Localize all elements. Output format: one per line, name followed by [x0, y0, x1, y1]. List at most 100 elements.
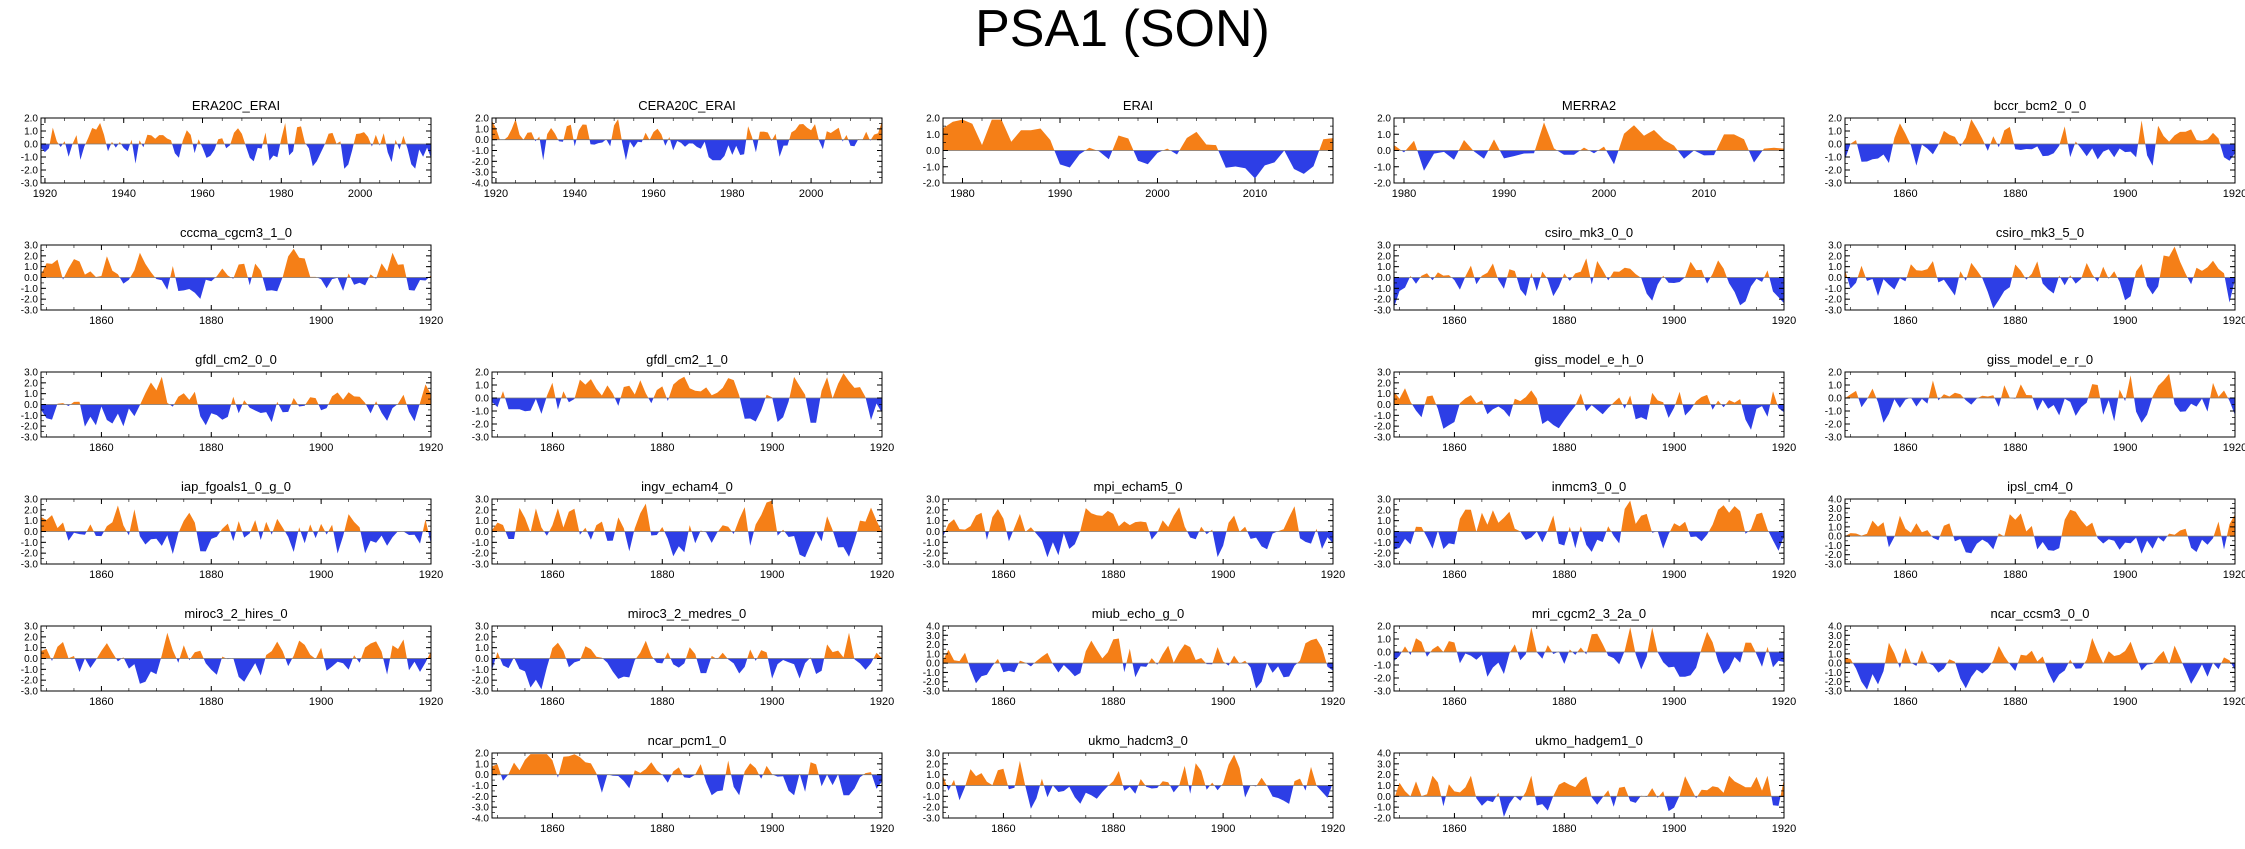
- chart-panel-giss_model_e_h_0: giss_model_e_h_0 3.02.01.00.0-1.0-2.0-3.0…: [1374, 352, 1796, 454]
- x-tick-label: 1920: [419, 442, 443, 454]
- y-tick-label: 1.0: [1377, 516, 1391, 527]
- y-tick-label: 1.0: [1377, 781, 1391, 792]
- x-tick-label: 1920: [1772, 442, 1796, 454]
- x-tick-label: 1980: [950, 188, 974, 200]
- x-tick-label: 1880: [2003, 188, 2027, 200]
- y-tick-label: 2.0: [1377, 622, 1391, 633]
- chart-panel-ukmo_hadcm3_0: ukmo_hadcm3_0 3.02.01.00.0-1.0-2.0-3.0 186…: [923, 733, 1345, 835]
- negative-area: [1394, 277, 1784, 308]
- y-tick-label: -1.0: [1825, 541, 1843, 552]
- y-tick-label: -3.0: [472, 168, 490, 179]
- positive-area: [943, 638, 1333, 664]
- y-tick-label: 4.0: [926, 622, 940, 633]
- y-tick-label: 2.0: [475, 368, 489, 379]
- negative-area: [41, 658, 431, 684]
- panel-title: miroc3_2_hires_0: [184, 606, 287, 621]
- y-tick-label: 0.0: [1377, 146, 1391, 157]
- positive-area: [41, 248, 431, 278]
- positive-area: [492, 119, 882, 140]
- chart-panel-cccma_cgcm3_1_0: cccma_cgcm3_1_0 3.02.01.00.0-1.0-2.0-3.0 1…: [21, 225, 443, 327]
- y-tick-label: 3.0: [24, 495, 38, 506]
- y-tick-label: -3.0: [21, 179, 39, 190]
- negative-area: [943, 785, 1333, 809]
- y-tick-label: -2.0: [472, 420, 490, 431]
- y-tick-label: -2.0: [1374, 422, 1392, 433]
- x-tick-label: 1960: [641, 188, 665, 200]
- y-tick-label: -3.0: [472, 560, 490, 571]
- y-tick-label: 3.0: [1377, 368, 1391, 379]
- y-tick-label: 1.0: [1377, 635, 1391, 646]
- panel-title: bccr_bcm2_0_0: [1994, 98, 2087, 113]
- y-tick-label: 1.0: [475, 381, 489, 392]
- panel-title: miub_echo_g_0: [1092, 606, 1185, 621]
- x-tick-label: 1880: [650, 696, 674, 708]
- y-tick-label: 4.0: [1828, 495, 1842, 506]
- y-tick-label: 2.0: [926, 114, 940, 125]
- y-tick-label: 2.0: [1377, 505, 1391, 516]
- y-tick-label: -3.0: [1825, 433, 1843, 444]
- y-tick-label: 2.0: [1828, 513, 1842, 524]
- plot-frame: [491, 371, 883, 438]
- x-tick-label: 1920: [1772, 696, 1796, 708]
- x-tick-label: 1860: [1893, 315, 1917, 327]
- y-tick-label: 0.0: [1377, 273, 1391, 284]
- x-tick-label: 1860: [89, 315, 113, 327]
- y-tick-label: 1.0: [926, 516, 940, 527]
- y-tick-label: -3.0: [1374, 687, 1392, 698]
- y-tick-label: -1.0: [21, 665, 39, 676]
- y-tick-label: 2.0: [475, 114, 489, 125]
- negative-area: [943, 663, 1333, 689]
- y-tick-label: -2.0: [1374, 295, 1392, 306]
- panel-title: miroc3_2_medres_0: [628, 606, 747, 621]
- x-tick-label: 1900: [2113, 442, 2137, 454]
- y-tick-label: 3.0: [24, 241, 38, 252]
- x-tick-label: 1880: [1552, 569, 1576, 581]
- y-tick-label: -1.0: [1825, 153, 1843, 164]
- y-tick-label: -2.0: [1374, 549, 1392, 560]
- x-tick-label: 1900: [760, 696, 784, 708]
- negative-area: [41, 144, 431, 169]
- chart-panel-mpi_echam5_0: mpi_echam5_0 3.02.01.00.0-1.0-2.0-3.0 1860…: [923, 479, 1345, 581]
- panel-title: ukmo_hadgem1_0: [1535, 733, 1643, 748]
- y-tick-label: 1.0: [1377, 389, 1391, 400]
- y-tick-label: -3.0: [1374, 433, 1392, 444]
- x-tick-label: 1880: [1552, 823, 1576, 835]
- y-tick-label: -2.0: [923, 179, 941, 190]
- panel-title: MERRA2: [1562, 98, 1616, 113]
- y-tick-label: 1.0: [475, 759, 489, 770]
- negative-area: [41, 531, 431, 554]
- negative-area: [1394, 796, 1784, 817]
- x-tick-label: 1920: [1772, 315, 1796, 327]
- negative-area: [492, 531, 882, 558]
- x-tick-label: 1920: [33, 188, 57, 200]
- y-tick-label: -2.0: [1825, 550, 1843, 561]
- x-tick-label: 1860: [89, 569, 113, 581]
- x-tick-label: 1920: [1321, 823, 1345, 835]
- x-tick-label: 2010: [1243, 188, 1267, 200]
- y-tick-label: -2.0: [923, 677, 941, 688]
- y-tick-label: -1.0: [1374, 411, 1392, 422]
- x-tick-label: 1880: [1101, 569, 1125, 581]
- negative-area: [943, 150, 1333, 179]
- y-tick-label: -1.0: [472, 665, 490, 676]
- positive-area: [41, 505, 431, 532]
- y-tick-label: -1.0: [1374, 284, 1392, 295]
- y-tick-label: 0.0: [1828, 659, 1842, 670]
- positive-area: [1845, 119, 2235, 144]
- x-tick-label: 1860: [1442, 823, 1466, 835]
- chart-panel-csiro_mk3_5_0: csiro_mk3_5_0 3.02.01.00.0-1.0-2.0-3.0 186…: [1825, 225, 2245, 327]
- y-tick-label: 1.0: [926, 130, 940, 141]
- x-tick-label: 1920: [484, 188, 508, 200]
- x-tick-label: 1980: [1392, 188, 1416, 200]
- y-tick-label: 0.0: [24, 273, 38, 284]
- y-tick-label: 2.0: [926, 759, 940, 770]
- negative-area: [492, 139, 882, 161]
- positive-area: [943, 119, 1333, 151]
- panel-title: ipsl_cm4_0: [2007, 479, 2073, 494]
- x-tick-label: 1900: [760, 569, 784, 581]
- x-tick-label: 1900: [1662, 696, 1686, 708]
- y-tick-label: -2.0: [1374, 674, 1392, 685]
- x-tick-label: 1860: [1442, 569, 1466, 581]
- y-tick-label: 0.0: [1828, 532, 1842, 543]
